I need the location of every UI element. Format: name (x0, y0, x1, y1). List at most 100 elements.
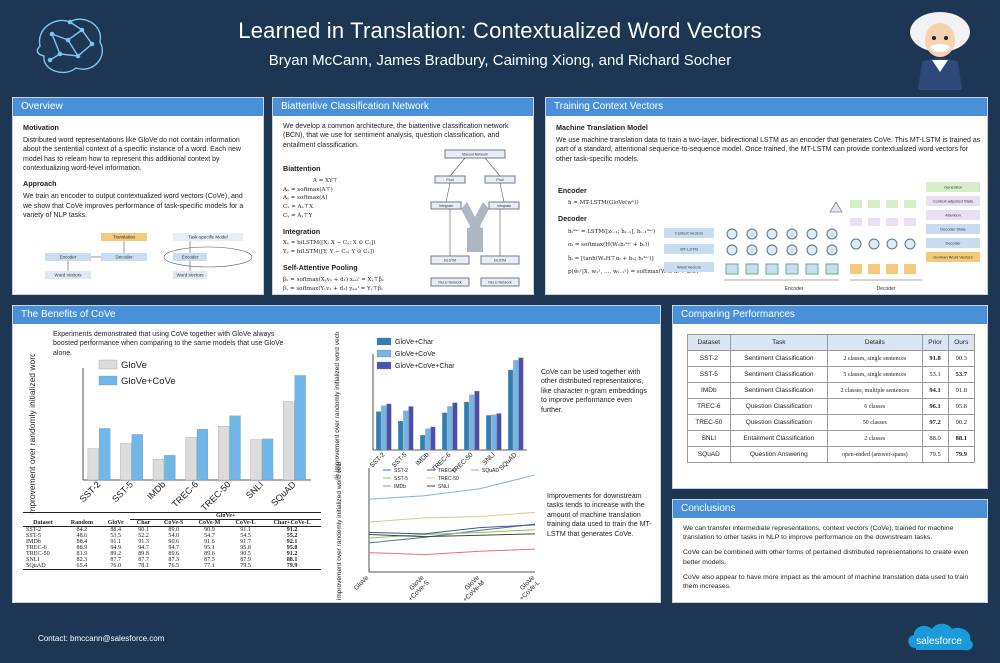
legend-swatch (98, 359, 118, 370)
fig-decoder-state: Decoder State (940, 227, 966, 232)
results-cell: SST-2 (26, 527, 42, 533)
results-cell: 79.9 (286, 563, 298, 569)
compare-cell: 6 classes (826, 398, 923, 415)
poster-header: Learned in Translation: Contextualized W… (0, 0, 1000, 93)
results-cell: 87.7 (138, 557, 149, 563)
fig-task-model: Task-specific Model (188, 234, 227, 239)
bar-glove (250, 439, 262, 481)
fig-decoder: Decoder (945, 241, 961, 246)
attention-cell (904, 218, 916, 226)
compare-cell: Question Classification (729, 414, 828, 431)
fig-bilstm-2: biLSTM (494, 259, 506, 263)
results-cell: 87.3 (168, 557, 180, 563)
legend-label: GloVe+Char (395, 339, 434, 346)
compare-cell: 90.3 (947, 350, 976, 367)
results-cell: 89.8 (138, 551, 149, 557)
overview-diagram: Translation Decoder Encoder Word Vectors… (45, 232, 253, 279)
encoder-lstm-cell (766, 244, 778, 256)
results-cell: 91.2 (286, 551, 298, 557)
brain-network-icon (36, 18, 103, 74)
table-row: SST-2 84.2 88.4 90.1 89.0 90.9 91.1 91.2 (23, 527, 321, 533)
results-cell: 82.3 (76, 557, 88, 563)
bar-glove (120, 443, 132, 481)
compare-cell: 2 classes (826, 430, 923, 447)
conclusion-2: CoVe can be combined with other forms of… (683, 549, 969, 566)
results-cell: 87.7 (110, 557, 122, 563)
encoder-lstm-cell (766, 228, 778, 240)
encoder-lstm-cell (786, 244, 798, 256)
bar-glove-cove (131, 434, 143, 481)
fig-bilstm: biLSTM (444, 259, 456, 263)
results-cell: 90.6 (168, 539, 180, 545)
contact-email[interactable]: Contact: bmccann@salesforce.com (38, 634, 165, 643)
line-squad (368, 474, 536, 500)
fig-encoder: Encoder (60, 254, 77, 259)
bar-glove-cove-char (496, 413, 502, 451)
category-label: TREC-6 (170, 479, 200, 509)
generator-cell (850, 200, 862, 208)
conclusion-3: CoVe also appear to have more impact as … (683, 573, 969, 590)
fig-maxout: Maxout Network (462, 153, 488, 157)
eq-x: Xᵧ = biLSTM([X; X − Cᵧ; X ⊙ Cᵧ]) (283, 240, 376, 247)
results-cell: 91.7 (240, 539, 251, 545)
compare-cell: 50 classes (826, 414, 923, 431)
bcn-heading: Biattentive Classification Network (273, 98, 533, 116)
eq-cx: Cₓ = Aₓ⊤X (283, 204, 314, 211)
results-cell: 91.3 (138, 539, 149, 545)
results-cell: 65.4 (76, 563, 88, 569)
legend-label: SST-5 (394, 476, 408, 482)
results-cell: 87.9 (240, 557, 251, 563)
results-cell: 91.1 (110, 539, 122, 545)
y-axis-label: % improvement over randomly initialized … (334, 332, 341, 480)
integration-title: Integration (283, 226, 321, 236)
legend-swatch (376, 361, 392, 370)
bar-glove-char (376, 411, 382, 451)
compare-cell: 96.1 (921, 398, 949, 415)
encoder-eq: h = MT-LSTM(GloVe(wˣ)) (568, 199, 639, 206)
category-label: SST-5 (110, 479, 135, 504)
bar-glove (283, 401, 295, 481)
results-cell: 48.6 (76, 533, 88, 539)
mt-title: Machine Translation Model (556, 123, 648, 132)
compare-cell: 79.5 (921, 446, 949, 463)
legend-label: TREC-50 (438, 476, 459, 482)
compare-cell: 5 classes, single sentences (826, 366, 923, 383)
results-cell: 89.6 (168, 551, 180, 557)
encoder-lstm-cell (746, 244, 758, 256)
table-row: TREC-6 Question Classification 6 classes 96… (687, 398, 976, 415)
encoder-lstm-cell (806, 244, 818, 256)
compare-col-4: Ours (947, 334, 976, 351)
bar-glove-char (486, 415, 492, 451)
fig-relu: ReLU Network (438, 281, 462, 285)
bar-glove (185, 437, 197, 481)
bar-glove-cove (99, 428, 111, 481)
line-chart-mt-data: % improvement over randomly initialized … (336, 462, 542, 602)
bar-glove-cove-char (474, 390, 480, 451)
bar-glove-cove-char (452, 402, 458, 451)
comparing-panel: Comparing Performances Dataset Task Detail… (672, 305, 988, 489)
encoder-lstm-cell (806, 228, 818, 240)
results-cell: 91.2 (286, 527, 298, 533)
compare-cell: 91.8 (947, 382, 976, 399)
comparing-heading: Comparing Performances (673, 306, 987, 324)
conclusions-panel: Conclusions We can transfer intermediate… (672, 499, 988, 603)
line-snli (368, 533, 536, 538)
results-group-header: GloVe+ (130, 512, 321, 520)
line-sst-5 (368, 529, 536, 539)
salesforce-logo-icon: salesforce (908, 623, 973, 651)
fig-attention: Attention (945, 213, 961, 218)
legend-label: GloVe+CoVe+Char (395, 363, 455, 370)
results-cell: 89.2 (110, 551, 122, 557)
results-cell: 90.9 (204, 527, 215, 533)
fig-encoder-2: Encoder (182, 254, 199, 259)
results-cell: SNLI (26, 557, 40, 563)
table-row: SST-5 Sentiment Classification 5 classes, … (687, 366, 976, 383)
legend-label: SQuAD (482, 468, 499, 474)
compare-cell: 88.1 (947, 430, 976, 447)
x-tick-label: GloVe+CoVe-S (402, 574, 431, 602)
bar-glove-cove (425, 428, 431, 451)
bar-glove-cove (447, 406, 453, 451)
bcn-diagram: Maxout Network Pool Pool Integrate Integ… (430, 149, 520, 287)
results-cell: 78.1 (138, 563, 149, 569)
compare-cell: 2 classes, multiple sentences (826, 382, 923, 399)
